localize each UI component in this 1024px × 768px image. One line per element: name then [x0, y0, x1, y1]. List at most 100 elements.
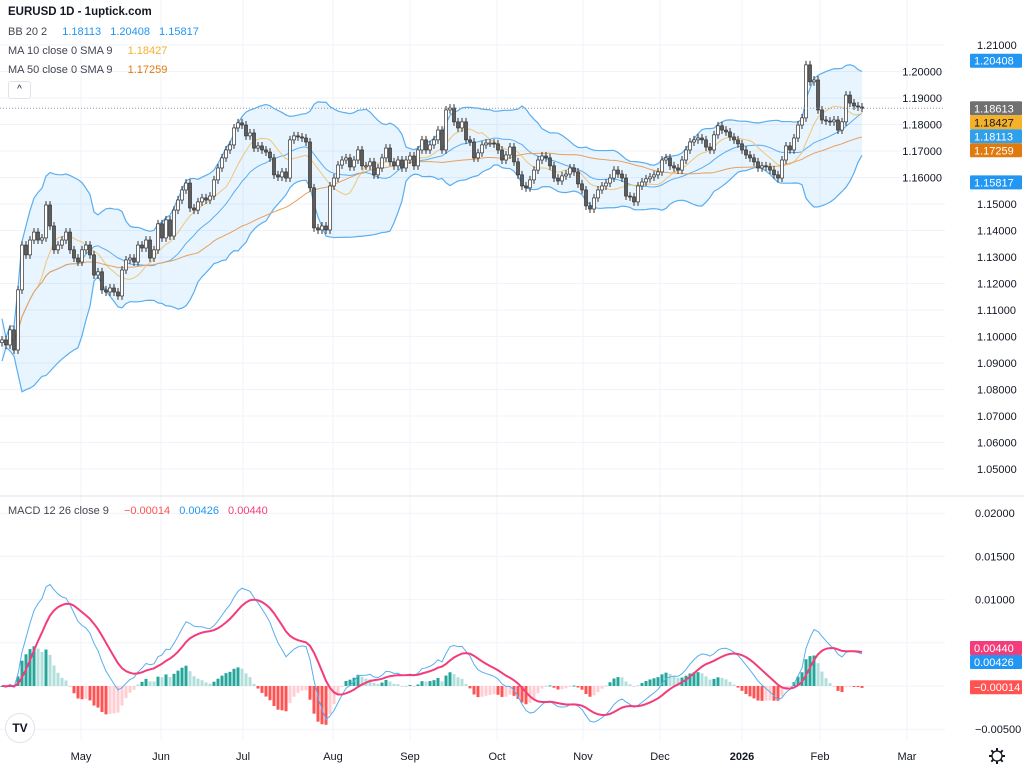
candle	[572, 163, 576, 176]
macd-histogram-bar	[812, 655, 816, 686]
macd-histogram-bar	[424, 681, 428, 686]
candle-body	[460, 121, 464, 129]
candle-body	[716, 125, 720, 136]
candle-body	[488, 142, 492, 145]
candle-body	[560, 175, 564, 182]
candle-body	[576, 171, 580, 185]
legend-ma50[interactable]: MA 50 close 0 SMA 9 1.17259	[8, 64, 167, 76]
candle	[856, 101, 860, 111]
candle-body	[36, 231, 40, 241]
candle	[252, 129, 256, 153]
candle	[284, 167, 288, 183]
candle-body	[176, 199, 180, 211]
macd-histogram-bar	[392, 683, 396, 686]
candle	[720, 121, 724, 135]
price-axis-tag: 1.18427	[974, 117, 1014, 129]
candle	[728, 127, 732, 141]
ma10-line	[1, 105, 863, 344]
macd-histogram-bar	[96, 686, 100, 708]
candle	[296, 131, 300, 141]
candle	[612, 166, 616, 183]
candle-body	[652, 174, 656, 178]
collapse-legend-button[interactable]: ^	[8, 81, 31, 99]
candle-body	[4, 339, 8, 346]
candle	[132, 254, 136, 267]
legend-bb-label: BB 20 2	[8, 26, 48, 38]
macd-histogram-bar	[116, 686, 120, 713]
candle-body	[0, 339, 4, 343]
candle-body	[396, 159, 400, 167]
candle-body	[360, 149, 364, 167]
macd-histogram-bar	[496, 686, 500, 695]
macd-histogram-bar	[292, 686, 296, 697]
price-axis-tag-bg	[970, 115, 1022, 130]
candle-body	[472, 141, 476, 159]
candle	[620, 170, 624, 183]
candle	[632, 192, 636, 206]
candle-body	[140, 244, 144, 249]
candle	[580, 179, 584, 194]
price-axis-tag-bg	[970, 53, 1022, 68]
candle-body	[88, 244, 92, 256]
candle-body	[124, 259, 128, 271]
macd-histogram-bar	[820, 671, 824, 686]
macd-tick-label: 0.01500	[975, 551, 1015, 563]
candle-body	[44, 204, 48, 239]
candle-body	[24, 244, 28, 256]
gear-icon[interactable]	[988, 747, 1006, 765]
candle	[388, 144, 392, 166]
legend-ma10[interactable]: MA 10 close 0 SMA 9 1.18427	[8, 45, 167, 57]
macd-histogram-bar	[840, 686, 844, 693]
candle-body	[120, 269, 124, 297]
candle-body	[336, 164, 340, 179]
candle	[820, 105, 824, 124]
candle	[172, 206, 176, 241]
macd-histogram-bar	[224, 673, 228, 686]
legend-bb[interactable]: BB 20 2 1.18113 1.20408 1.15817	[8, 26, 199, 38]
candle	[764, 161, 768, 171]
macd-histogram-bar	[752, 686, 756, 699]
candle	[128, 254, 132, 264]
candle	[588, 201, 592, 214]
candle	[704, 135, 708, 151]
macd-histogram-bar	[456, 677, 460, 686]
price-tick-label: 1.07000	[977, 411, 1017, 423]
candle-body	[680, 159, 684, 171]
macd-histogram-bar	[804, 659, 808, 686]
price-tick-label: 1.20000	[902, 67, 942, 79]
candle	[788, 141, 792, 154]
candle	[616, 166, 620, 179]
candle-body	[80, 249, 84, 263]
candle	[256, 141, 260, 153]
candle	[792, 134, 796, 154]
tradingview-logo[interactable]: TV	[5, 713, 35, 743]
candle-body	[508, 146, 512, 156]
candle	[168, 215, 172, 241]
candle	[584, 185, 588, 210]
candle	[556, 174, 560, 185]
candle-body	[500, 149, 504, 161]
candle-body	[792, 137, 796, 151]
macd-histogram-bar	[576, 686, 580, 688]
candle	[648, 172, 652, 183]
candle	[164, 215, 168, 242]
candle	[400, 156, 404, 172]
candle-body	[808, 64, 812, 83]
candle-body	[344, 157, 348, 161]
candle-body	[260, 145, 264, 151]
macd-histogram-bar	[592, 686, 596, 696]
candle-body	[52, 225, 56, 251]
macd-histogram-bar	[40, 651, 44, 686]
macd-histogram-bar	[368, 679, 372, 686]
candle	[640, 178, 644, 190]
macd-histogram-bar	[796, 676, 800, 686]
candle-body	[588, 205, 592, 210]
price-tick-label: 1.11000	[977, 305, 1016, 317]
candle	[332, 174, 336, 190]
chart-title: EURUSD 1D - 1uptick.com	[8, 6, 152, 18]
candle-body	[836, 119, 840, 131]
legend-macd[interactable]: MACD 12 26 close 9 −0.00014 0.00426 0.00…	[8, 505, 268, 517]
macd-histogram-bar	[188, 671, 192, 686]
macd-histogram-bar	[396, 684, 400, 686]
